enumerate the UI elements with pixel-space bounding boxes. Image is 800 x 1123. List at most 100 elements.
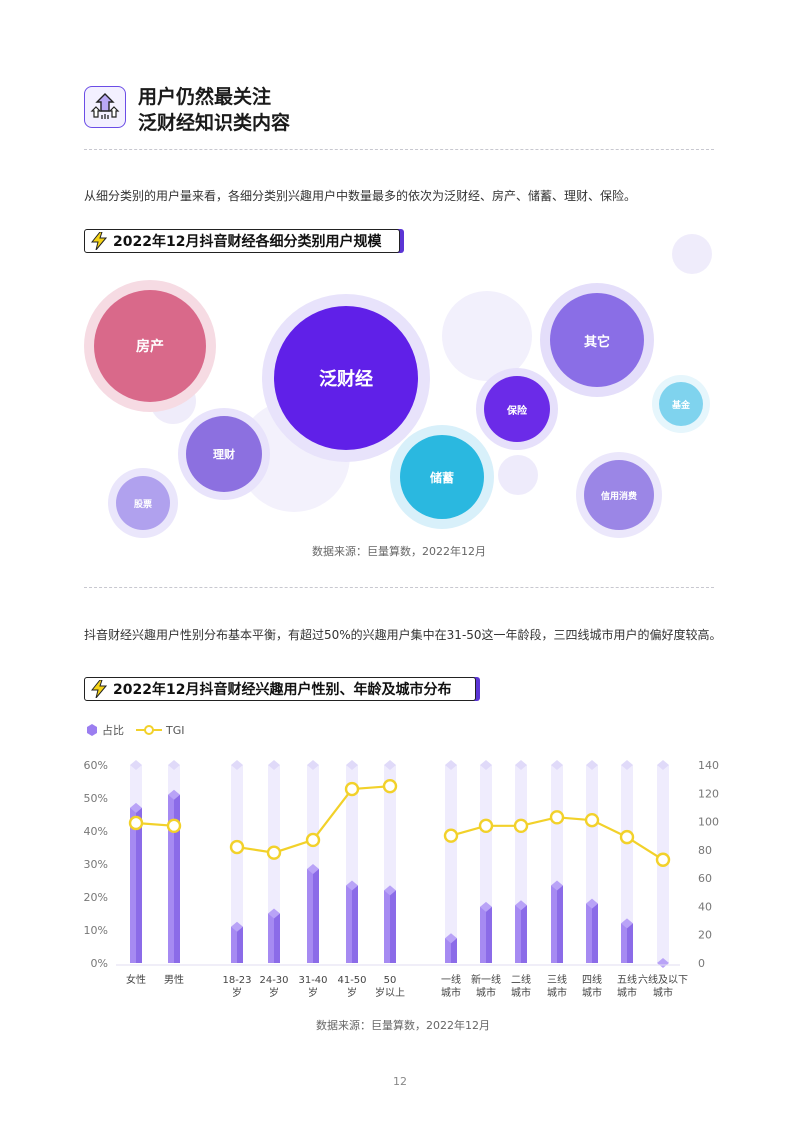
share-bar-cap: [445, 933, 457, 944]
share-bar-cap: [384, 885, 396, 896]
tgi-point: [478, 818, 494, 834]
x-tick-label: 新一线: [471, 973, 501, 986]
share-bar: [445, 938, 451, 963]
y-left-tick-label: 40%: [84, 825, 108, 838]
share-bar: [621, 923, 627, 963]
legend-share-label: 占比: [102, 724, 124, 737]
share-bar: [130, 807, 136, 963]
tgi-point: [166, 818, 182, 834]
tgi-point: [229, 839, 245, 855]
x-tick-label: 城市: [511, 986, 531, 999]
bar-track-cap: [480, 760, 492, 770]
y-left-tick-label: 0%: [91, 957, 108, 970]
share-bar-cap: [480, 901, 492, 912]
x-tick-label: 41-50: [337, 975, 366, 986]
tgi-point: [443, 828, 459, 843]
divider-top: [84, 149, 714, 150]
x-tick-label: 岁: [232, 986, 242, 999]
share-bar-cap: [551, 880, 563, 891]
y-left-tick-label: 20%: [84, 891, 108, 904]
lightning-icon: [91, 680, 107, 698]
intro-paragraph-2: 抖音财经兴趣用户性别分布基本平衡，有超过50%的兴趣用户集中在31-50这一年龄…: [84, 628, 722, 642]
share-bar-shade: [136, 807, 142, 963]
y-left-tick-label: 60%: [84, 759, 108, 772]
tgi-point: [655, 852, 671, 867]
x-tick-label: 二线: [511, 973, 531, 986]
bar-track-cap: [621, 760, 633, 770]
bubble-real-estate: 房产: [94, 290, 206, 402]
tgi-point: [549, 810, 565, 825]
y-right-tick-label: 60: [698, 872, 712, 885]
share-bar: [384, 890, 390, 963]
x-tick-label: 城市: [441, 986, 461, 999]
y-right-tick-label: 0: [698, 957, 705, 970]
legend-tgi-swatch: [136, 725, 162, 735]
x-tick-label: 城市: [653, 986, 673, 999]
share-bar-cap: [268, 908, 280, 919]
page-title-line2: 泛财经知识类内容: [138, 112, 291, 134]
bubble-general-finance: 泛财经: [274, 306, 418, 450]
bubble-wealth-management: 理财: [186, 416, 262, 492]
tgi-line: [135, 821, 175, 827]
bar-track-cap: [445, 760, 457, 770]
share-bar-cap: [657, 958, 669, 968]
tgi-point: [619, 829, 635, 845]
share-bar-cap: [307, 863, 319, 874]
bar-track: [346, 765, 358, 963]
tgi-point: [513, 818, 529, 834]
y-left-tick-label: 30%: [84, 858, 108, 871]
x-tick-label: 城市: [617, 986, 637, 999]
share-bar-shade: [521, 905, 527, 963]
bar-track: [168, 765, 180, 963]
share-bar: [480, 906, 486, 963]
x-tick-label: 五线: [617, 973, 637, 986]
legend-share-swatch: [87, 724, 97, 736]
section-title-2-text: 2022年12月抖音财经兴趣用户性别、年龄及城市分布: [113, 682, 452, 698]
bar-track-cap: [384, 760, 396, 770]
share-bar-shade: [486, 906, 492, 963]
tgi-line: [236, 785, 391, 854]
tgi-point: [584, 812, 600, 828]
share-bar-shade: [451, 938, 457, 963]
bar-track-cap: [515, 760, 527, 770]
share-bar-shade: [352, 885, 358, 963]
y-right-tick-label: 80: [698, 844, 712, 857]
bubble-fund: 基金: [659, 382, 703, 426]
section-title-1-text: 2022年12月抖音财经各细分类别用户规模: [113, 234, 382, 250]
y-right-tick-label: 100: [698, 816, 719, 829]
x-tick-label: 三线: [547, 973, 567, 986]
share-bar-cap: [586, 898, 598, 909]
bubble-stocks: 股票: [116, 476, 170, 530]
share-bar-cap: [346, 880, 358, 891]
bar-track-cap: [130, 760, 142, 770]
x-tick-label: 六线及以下: [638, 973, 688, 986]
deco-circle: [498, 455, 538, 495]
header-icon: [84, 86, 126, 128]
bubble-insurance: 保险: [484, 376, 550, 442]
bar-track: [307, 765, 319, 963]
share-bar-shade: [557, 885, 563, 963]
intro-paragraph-1: 从细分类别的用户量来看，各细分类别兴趣用户中数量最多的依次为泛财经、房产、储蓄、…: [84, 189, 637, 203]
x-tick-label: 城市: [582, 986, 602, 999]
bar-track-cap: [657, 760, 669, 770]
share-bar-cap: [621, 918, 633, 929]
bar-track: [384, 765, 396, 963]
bubble-consumer-credit: 信用消费: [584, 460, 654, 530]
bar-track: [657, 765, 669, 963]
page-title: 用户仍然最关注 泛财经知识类内容: [138, 84, 290, 136]
bar-track: [130, 765, 142, 963]
bar-track: [480, 765, 492, 963]
share-bar-shade: [627, 923, 633, 963]
tgi-point: [128, 815, 144, 831]
share-bar: [515, 905, 521, 963]
share-bar-cap: [130, 802, 142, 813]
share-bar: [307, 868, 313, 963]
x-tick-label: 一线: [441, 973, 461, 986]
share-bar: [268, 913, 274, 963]
bar-track: [268, 765, 280, 963]
share-bar-cap: [231, 921, 243, 932]
y-right-tick-label: 20: [698, 929, 712, 942]
x-tick-label: 城市: [547, 986, 567, 999]
share-bar-cap: [168, 789, 180, 800]
share-bar-shade: [390, 890, 396, 963]
